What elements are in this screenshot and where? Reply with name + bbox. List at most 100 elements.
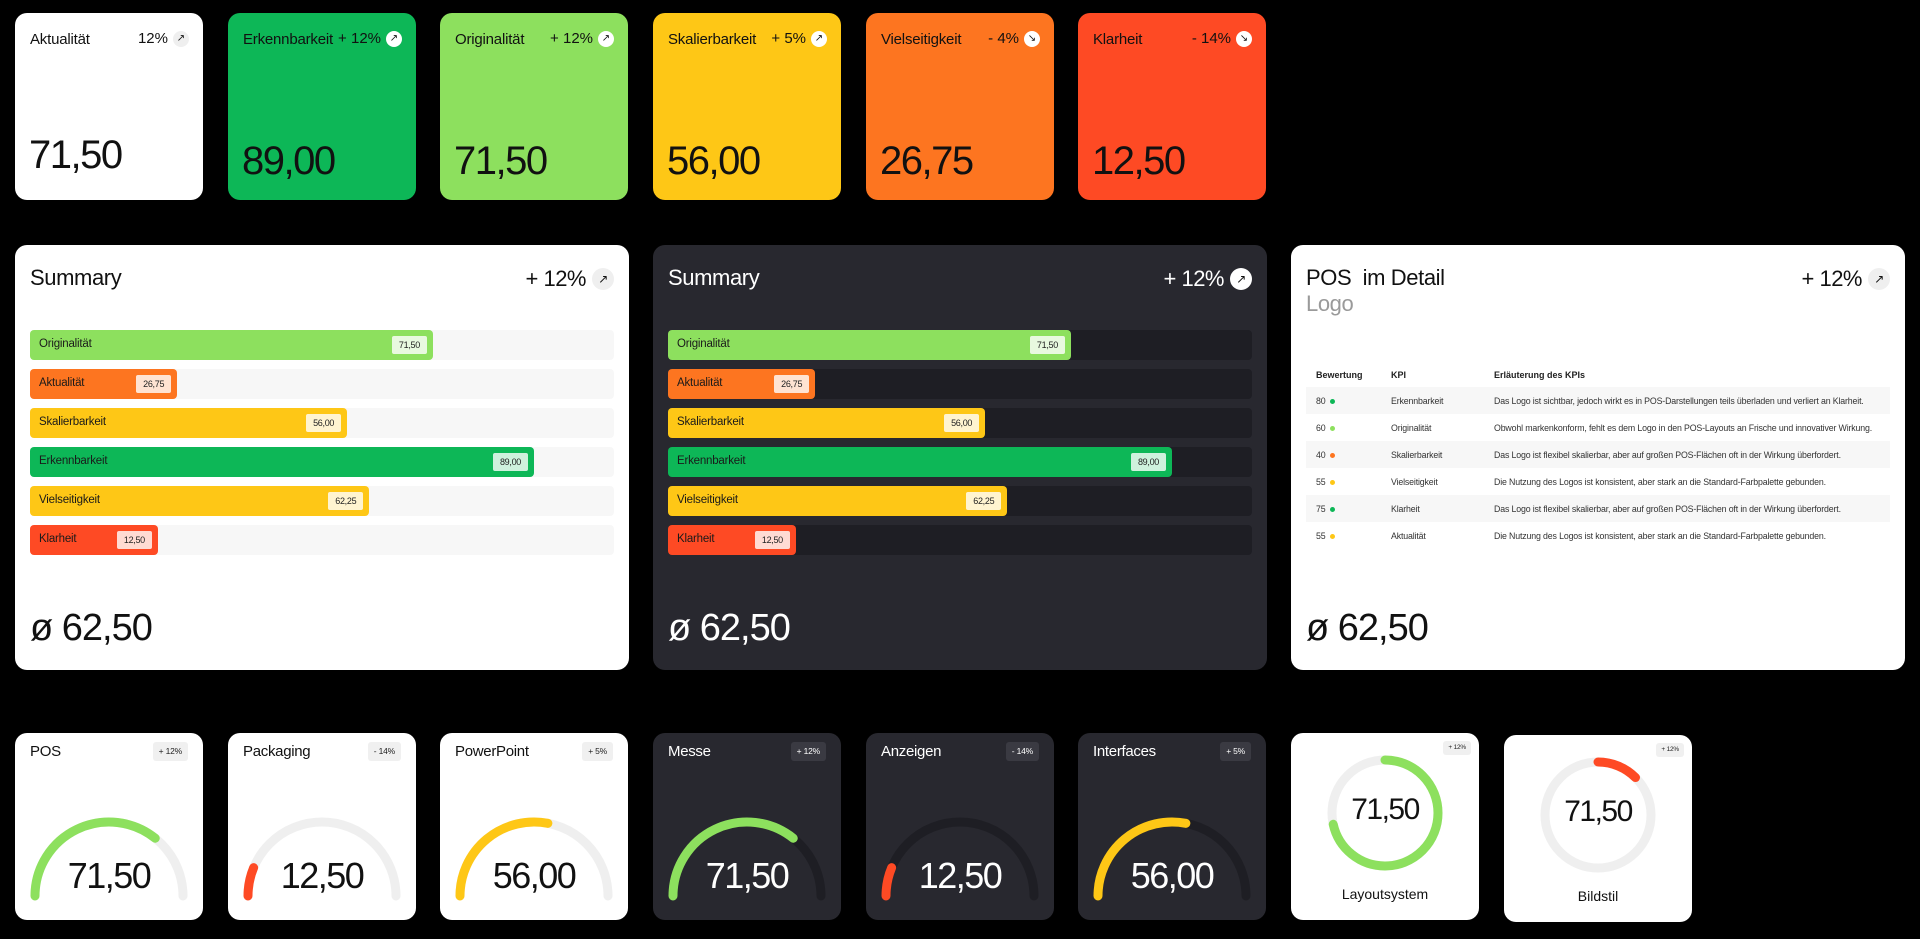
- kpi-value: 56,00: [667, 139, 761, 183]
- arrow-up-right-icon[interactable]: ↗: [173, 30, 189, 47]
- kpi-cell: Aktualität: [1391, 530, 1426, 541]
- gauge-title: Messe: [668, 743, 711, 760]
- semicircle-gauge-icon: [1093, 817, 1251, 901]
- arrow-up-right-icon[interactable]: ↗: [592, 268, 614, 290]
- kpi-delta-value: - 4%: [988, 30, 1019, 47]
- table-row[interactable]: 40 Skalierbarkeit Das Logo ist flexibel sk…: [1306, 441, 1890, 468]
- kpi-tile[interactable]: Erkennbarkeit + 12% ↗ 89,00: [228, 13, 416, 200]
- detail-delta-value: + 12%: [1801, 266, 1863, 291]
- delta-badge: - 14%: [1005, 742, 1039, 761]
- kpi-detail-table: Bewertung KPI Erläuterung des KPIs 80 Erk…: [1306, 363, 1890, 549]
- table-row[interactable]: 75 Klarheit Das Logo ist flexibel skalierb…: [1306, 495, 1890, 522]
- summary-card-dark: Summary + 12% ↗ Originalität 71,50 Aktuali…: [653, 245, 1267, 670]
- gauge-value: 56,00: [1130, 855, 1215, 896]
- summary-bar-list: Originalität 71,50 Aktualität 26,75 Skalierb…: [30, 330, 614, 564]
- delta-badge: + 12%: [152, 742, 188, 761]
- detail-card: POS im Detail Logo + 12% ↗ Bewertung KPI…: [1291, 245, 1905, 670]
- gauge-card[interactable]: Packaging - 14% 12,50: [228, 733, 416, 920]
- status-dot-icon: [1329, 452, 1335, 458]
- summary-bar[interactable]: Aktualität 26,75: [668, 369, 1252, 399]
- detail-subtitle: Logo: [1306, 291, 1354, 316]
- arrow-up-right-icon[interactable]: ↗: [1868, 268, 1890, 290]
- arrow-down-right-icon[interactable]: ↘: [1236, 30, 1252, 47]
- summary-bar[interactable]: Aktualität 26,75: [30, 369, 614, 399]
- kpi-tile[interactable]: Aktualität 12% ↗ 71,50: [15, 13, 203, 200]
- arrow-up-right-icon[interactable]: ↗: [811, 30, 827, 47]
- kpi-label: Klarheit: [1093, 31, 1143, 48]
- column-header-bewertung: Bewertung: [1316, 370, 1363, 380]
- table-row[interactable]: 80 Erkennbarkeit Das Logo ist sichtbar, je…: [1306, 387, 1890, 414]
- explanation-cell: Obwohl markenkonform, fehlt es dem Logo …: [1494, 422, 1873, 433]
- kpi-label: Originalität: [455, 31, 525, 48]
- summary-bar[interactable]: Skalierbarkeit 56,00: [668, 408, 1252, 438]
- detail-title: POS im Detail: [1306, 265, 1445, 290]
- kpi-delta-value: + 12%: [338, 30, 381, 47]
- summary-bar[interactable]: Erkennbarkeit 89,00: [30, 447, 614, 477]
- status-dot-icon: [1329, 398, 1335, 404]
- bar-fill: Vielseitigkeit 62,25: [30, 486, 370, 516]
- kpi-delta: + 12% ↗: [338, 30, 402, 47]
- gauge-card[interactable]: Anzeigen - 14% 12,50: [866, 733, 1054, 920]
- gauge-title: POS: [30, 743, 61, 760]
- summary-bar[interactable]: Vielseitigkeit 62,25: [30, 486, 614, 516]
- bar-fill: Skalierbarkeit 56,00: [30, 408, 348, 438]
- arrow-down-right-icon[interactable]: ↘: [1024, 30, 1040, 47]
- summary-bar[interactable]: Originalität 71,50: [30, 330, 614, 360]
- ring-gauge-card[interactable]: + 12% 71,50 Layoutsystem: [1291, 733, 1479, 920]
- bar-value-badge: 26,75: [136, 375, 172, 393]
- kpi-cell: Klarheit: [1381, 495, 1484, 522]
- bar-value-badge: 62,25: [328, 492, 364, 510]
- summary-card-light: Summary + 12% ↗ Originalität 71,50 Aktuali…: [15, 245, 629, 670]
- summary-bar[interactable]: Klarheit 12,50: [668, 525, 1252, 555]
- detail-delta: + 12% ↗: [1801, 266, 1890, 292]
- explanation-cell: Das Logo ist flexibel skalierbar, aber a…: [1484, 495, 1890, 522]
- bar-fill: Aktualität 26,75: [668, 369, 816, 399]
- score-value: 55: [1316, 476, 1326, 487]
- kpi-value: 89,00: [242, 139, 336, 183]
- bar-fill: Skalierbarkeit 56,00: [668, 408, 986, 438]
- gauge-card[interactable]: Interfaces + 5% 56,00: [1078, 733, 1266, 920]
- gauge-card[interactable]: PowerPoint + 5% 56,00: [440, 733, 628, 920]
- kpi-cell: Skalierbarkeit: [1381, 441, 1484, 468]
- ring-gauge-card[interactable]: + 12% 71,50 Bildstil: [1504, 735, 1692, 922]
- kpi-delta: - 4% ↘: [988, 30, 1040, 47]
- bar-value-badge: 56,00: [944, 414, 980, 432]
- bar-fill: Erkennbarkeit 89,00: [30, 447, 534, 477]
- score-value: 40: [1316, 449, 1326, 460]
- bar-value-badge: 71,50: [391, 336, 427, 354]
- kpi-delta: + 5% ↗: [771, 30, 827, 47]
- summary-bar[interactable]: Originalität 71,50: [668, 330, 1252, 360]
- score-cell: 55: [1306, 522, 1381, 549]
- kpi-delta-value: + 12%: [550, 30, 593, 47]
- kpi-tile[interactable]: Vielseitigkeit - 4% ↘ 26,75: [866, 13, 1054, 200]
- delta-badge: + 5%: [582, 742, 613, 761]
- gauge-value: 12,50: [280, 855, 365, 896]
- column-header-erlaeuterung: Erläuterung des KPIs: [1494, 370, 1586, 380]
- table-row[interactable]: 60 Originalität Obwohl markenkonform, fehl…: [1306, 414, 1890, 441]
- arrow-up-right-icon[interactable]: ↗: [386, 30, 402, 47]
- kpi-delta-value: 12%: [137, 30, 168, 47]
- summary-bar[interactable]: Erkennbarkeit 89,00: [668, 447, 1252, 477]
- bar-fill: Originalität 71,50: [30, 330, 433, 360]
- summary-delta: + 12% ↗: [525, 266, 614, 292]
- kpi-tile[interactable]: Originalität + 12% ↗ 71,50: [440, 13, 628, 200]
- status-dot-icon: [1329, 533, 1335, 539]
- bar-value-badge: 12,50: [116, 531, 152, 549]
- arrow-up-right-icon[interactable]: ↗: [598, 30, 614, 47]
- kpi-tile[interactable]: Skalierbarkeit + 5% ↗ 56,00: [653, 13, 841, 200]
- summary-bar[interactable]: Skalierbarkeit 56,00: [30, 408, 614, 438]
- semicircle-gauge-icon: [243, 817, 401, 901]
- table-row[interactable]: 55 Vielseitigkeit Die Nutzung des Logos is…: [1306, 468, 1890, 495]
- bar-value-badge: 71,50: [1029, 336, 1065, 354]
- gauge-card[interactable]: Messe + 12% 71,50: [653, 733, 841, 920]
- kpi-cell: Vielseitigkeit: [1391, 476, 1438, 487]
- summary-bar-list: Originalität 71,50 Aktualität 26,75 Skalierb…: [668, 330, 1252, 564]
- gauge-card[interactable]: POS + 12% 71,50: [15, 733, 203, 920]
- arrow-up-right-icon[interactable]: ↗: [1230, 268, 1252, 290]
- table-row[interactable]: 55 Aktualität Die Nutzung des Logos ist ko…: [1306, 522, 1890, 549]
- summary-delta-value: + 12%: [525, 266, 587, 291]
- bar-value-badge: 12,50: [754, 531, 790, 549]
- summary-bar[interactable]: Klarheit 12,50: [30, 525, 614, 555]
- summary-bar[interactable]: Vielseitigkeit 62,25: [668, 486, 1252, 516]
- kpi-tile[interactable]: Klarheit - 14% ↘ 12,50: [1078, 13, 1266, 200]
